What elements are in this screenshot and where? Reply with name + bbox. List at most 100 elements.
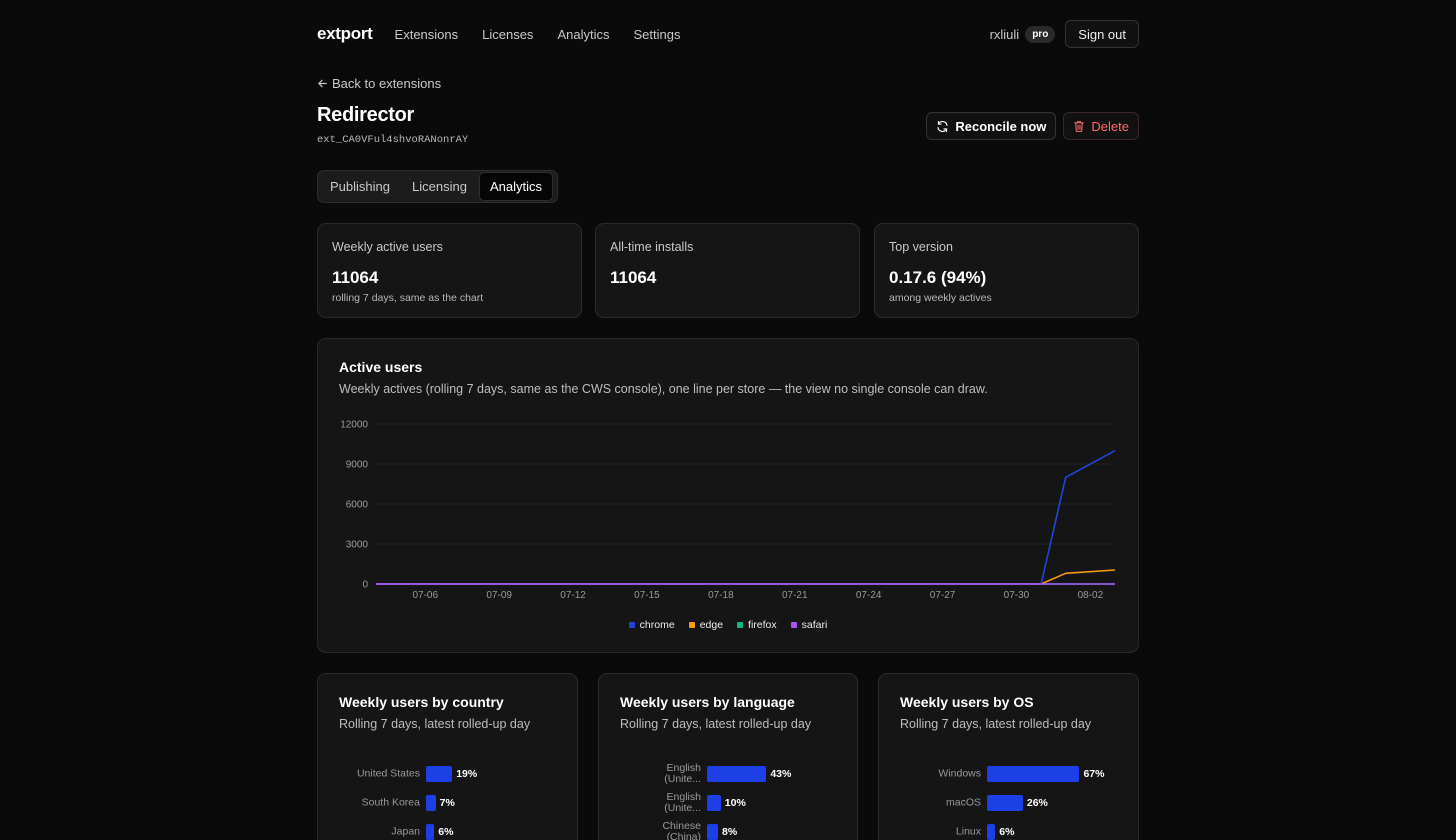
stat-value: 11064 <box>610 268 657 287</box>
bar-row: English (Unite... 43% <box>599 763 857 785</box>
bar-fill <box>426 766 453 782</box>
os-breakdown-card: Weekly users by OS Rolling 7 days, lates… <box>878 673 1139 840</box>
extension-id: ext_CA0VFul4shvoRANonrAY <box>317 134 469 146</box>
legend-swatch <box>628 622 635 628</box>
bar-label: Windows <box>938 767 981 780</box>
tab-licensing[interactable]: Licensing <box>412 179 467 194</box>
breakdown-description: Rolling 7 days, latest rolled-up day <box>339 717 531 731</box>
x-tick-label: 07-27 <box>930 590 956 601</box>
bar-label: English (Unite... <box>664 791 701 814</box>
reconcile-now-label: Reconcile now <box>955 118 1047 134</box>
bar-fill <box>987 795 1023 811</box>
logo[interactable]: extport <box>317 24 373 43</box>
bar-row: macOS 26% <box>879 792 1138 814</box>
plan-badge: pro <box>1025 25 1056 43</box>
breakdown-title: Weekly users by OS <box>900 694 1034 710</box>
x-tick-label: 07-15 <box>634 590 660 601</box>
language-breakdown-card: Weekly users by language Rolling 7 days,… <box>598 673 858 840</box>
y-tick-label: 3000 <box>346 540 369 551</box>
legend-label: edge <box>699 619 724 631</box>
active-users-chart: 0 3000 6000 9000 12000 07-06 07-09 07-12 07-15 07… <box>340 420 1116 601</box>
bar-label: English (Unite... <box>664 762 701 785</box>
bar-fill <box>426 795 436 811</box>
breakdown-title: Weekly users by country <box>339 694 504 710</box>
bar-label: macOS <box>945 796 981 809</box>
arrow-left-icon <box>318 79 327 88</box>
bar-label: South Korea <box>361 796 420 809</box>
bar-row: United States 19% <box>318 763 577 785</box>
bar-percent: 10% <box>724 797 746 809</box>
bar-label: United States <box>356 767 420 780</box>
legend-item-firefox[interactable]: firefox <box>737 619 777 631</box>
tab-publishing[interactable]: Publishing <box>330 179 390 194</box>
bar-label: Chinese (China) <box>662 820 701 840</box>
back-link-label: Back to extensions <box>332 76 442 91</box>
active-users-description: Weekly actives (rolling 7 days, same as … <box>339 382 988 396</box>
nav-link-settings[interactable]: Settings <box>633 26 681 42</box>
sign-out-button[interactable]: Sign out <box>1065 20 1139 48</box>
bar-row: Chinese (China) 8% <box>599 821 857 840</box>
bar-percent: 19% <box>456 768 478 780</box>
legend-swatch <box>790 622 797 628</box>
stat-subtext: among weekly actives <box>889 292 992 304</box>
legend-label: firefox <box>748 619 777 631</box>
bar-fill <box>426 824 435 840</box>
stat-card-weekly-active-users: Weekly active users 11064 rolling 7 days… <box>317 223 582 318</box>
bar-row: Linux 6% <box>879 821 1138 840</box>
breakdown-description: Rolling 7 days, latest rolled-up day <box>900 717 1092 731</box>
active-users-card: Active users Weekly actives (rolling 7 d… <box>317 338 1139 653</box>
stat-label: All-time installs <box>610 240 694 254</box>
tab-analytics[interactable]: Analytics <box>478 172 553 201</box>
nav-link-licenses[interactable]: Licenses <box>482 26 534 42</box>
breakdown-title: Weekly users by language <box>620 694 795 710</box>
stat-value: 0.17.6 (94%) <box>889 268 987 287</box>
extension-tabs: Publishing Licensing Analytics <box>317 170 558 203</box>
active-users-title: Active users <box>339 359 423 375</box>
legend-label: chrome <box>639 619 675 631</box>
bar-row: English (Unite... 10% <box>599 792 857 814</box>
bar-percent: 6% <box>999 826 1015 838</box>
stat-card-top-version: Top version 0.17.6 (94%) among weekly ac… <box>874 223 1139 318</box>
bar-percent: 43% <box>770 768 792 780</box>
legend-item-edge[interactable]: edge <box>688 619 724 631</box>
x-tick-label: 08-02 <box>1078 590 1104 601</box>
bar-row: South Korea 7% <box>318 792 577 814</box>
delete-label: Delete <box>1091 118 1129 134</box>
legend-swatch <box>737 622 744 628</box>
stat-card-all-time-installs: All-time installs 11064 <box>595 223 860 318</box>
x-tick-label: 07-21 <box>782 590 808 601</box>
legend-item-safari[interactable]: safari <box>790 619 828 631</box>
y-tick-label: 6000 <box>346 500 369 511</box>
breakdown-description: Rolling 7 days, latest rolled-up day <box>620 717 812 731</box>
x-tick-label: 07-12 <box>560 590 586 601</box>
trash-icon <box>1074 120 1085 132</box>
legend-item-chrome[interactable]: chrome <box>628 619 675 631</box>
country-breakdown-card: Weekly users by country Rolling 7 days, … <box>317 673 578 840</box>
legend-label: safari <box>801 619 828 631</box>
x-tick-label: 07-06 <box>412 590 438 601</box>
series-line-chrome <box>376 449 1116 585</box>
reconcile-now-button[interactable]: Reconcile now <box>926 112 1057 140</box>
delete-button[interactable]: Delete <box>1063 112 1139 140</box>
nav-link-extensions[interactable]: Extensions <box>394 26 459 42</box>
bar-fill <box>707 766 767 782</box>
bar-row: Windows 67% <box>879 763 1138 785</box>
back-to-extensions-link[interactable]: Back to extensions <box>317 76 441 91</box>
nav-link-analytics[interactable]: Analytics <box>557 26 610 42</box>
nav-user-area: rxliuli pro Sign out <box>990 20 1139 48</box>
x-tick-label: 07-18 <box>708 590 734 601</box>
bar-percent: 7% <box>439 797 455 809</box>
series-line-edge <box>376 569 1116 585</box>
bar-percent: 6% <box>438 826 454 838</box>
y-tick-label: 12000 <box>340 420 368 431</box>
x-tick-label: 07-09 <box>486 590 512 601</box>
top-nav: extport Extensions Licenses Analytics Se… <box>317 20 1139 48</box>
stat-label: Top version <box>889 240 953 254</box>
header-actions: Reconcile now Delete <box>926 112 1139 140</box>
legend-swatch <box>688 622 695 628</box>
bar-fill <box>707 824 719 840</box>
username: rxliuli <box>989 26 1020 42</box>
bar-row: Japan 6% <box>318 821 577 840</box>
refresh-icon <box>937 120 948 132</box>
bar-fill <box>987 824 996 840</box>
